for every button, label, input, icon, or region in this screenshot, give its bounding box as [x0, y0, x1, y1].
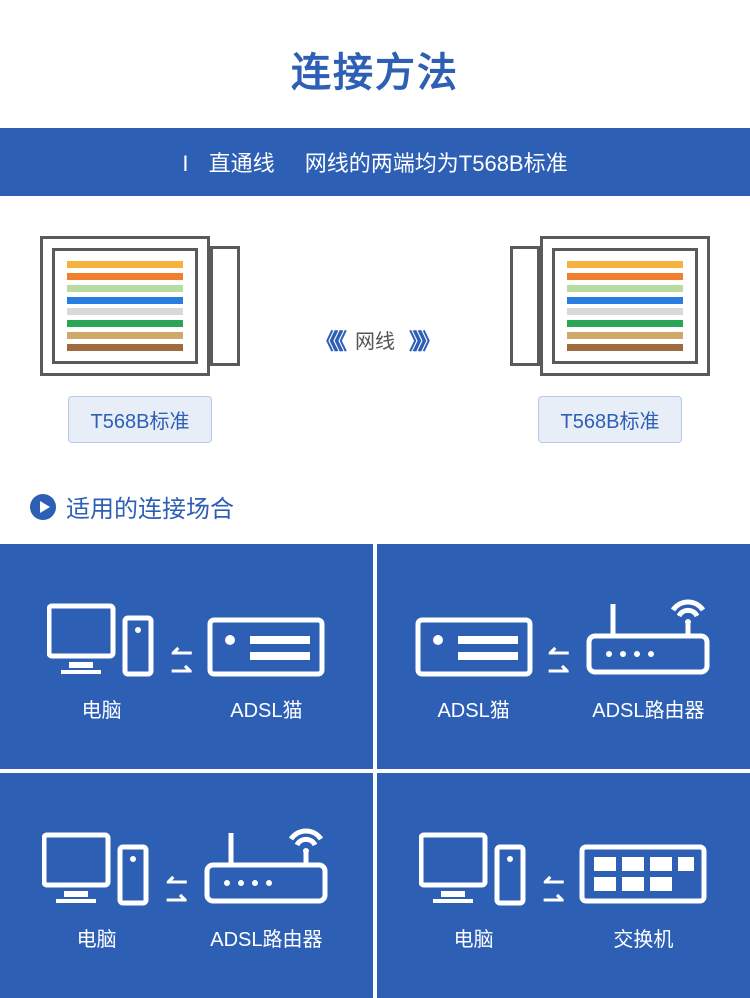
device-right: ADSL路由器: [201, 819, 331, 952]
scenes-grid: 电脑 ⇀⇀ ADSL猫 ADSL猫 ⇀⇀ ADSL路由器: [0, 544, 750, 998]
rj45-right-icon: [510, 236, 710, 376]
scene-0: 电脑 ⇀⇀ ADSL猫: [0, 544, 373, 769]
subtitle-bar: I 直通线 网线的两端均为T568B标准: [0, 128, 750, 196]
subtitle-label-1: 直通线: [209, 151, 275, 176]
rj45-left-icon: [40, 236, 240, 376]
device-left: 电脑: [419, 819, 529, 952]
device-label: ADSL猫: [230, 694, 302, 723]
device-left: 电脑: [42, 819, 152, 952]
standard-label-right: T568B标准: [538, 396, 683, 443]
pc-icon: [419, 819, 529, 909]
modem-icon: [414, 590, 534, 680]
connector-diagram: T568B标准 《《《 网线 》》》 T568B标准: [0, 196, 750, 461]
router-icon: [201, 819, 331, 909]
device-left: ADSL猫: [414, 590, 534, 723]
scene-3: 电脑 ⇀⇀ 交换机: [377, 773, 750, 998]
device-label: 电脑: [82, 694, 122, 723]
scene-1: ADSL猫 ⇀⇀ ADSL路由器: [377, 544, 750, 769]
swap-icon: ⇀⇀: [171, 643, 193, 679]
connector-right: T568B标准: [510, 236, 710, 443]
scene-2: 电脑 ⇀⇀ ADSL路由器: [0, 773, 373, 998]
subtitle-number: I: [182, 151, 188, 176]
pc-icon: [47, 590, 157, 680]
device-label: ADSL猫: [437, 694, 509, 723]
cable-middle: 《《《 网线 》》》: [240, 324, 510, 356]
page-title: 连接方法: [0, 0, 750, 128]
device-right: ADSL猫: [206, 590, 326, 723]
swap-icon: ⇀⇀: [166, 872, 188, 908]
device-label: 交换机: [613, 923, 673, 952]
section-heading: 适用的连接场合: [0, 461, 750, 544]
swap-icon: ⇀⇀: [548, 643, 570, 679]
switch-icon: [578, 819, 708, 909]
device-label: 电脑: [454, 923, 494, 952]
chevron-left-icon: 《《《: [315, 324, 341, 356]
device-right: ADSL路由器: [583, 590, 713, 723]
device-label: ADSL路由器: [210, 923, 322, 952]
subtitle-label-2: 网线的两端均为T568B标准: [305, 151, 568, 176]
device-left: 电脑: [47, 590, 157, 723]
chevron-right-icon: 》》》: [409, 324, 435, 356]
device-label: 电脑: [77, 923, 117, 952]
play-icon: [30, 494, 56, 520]
section-heading-text: 适用的连接场合: [66, 489, 234, 524]
modem-icon: [206, 590, 326, 680]
cable-label: 网线: [355, 325, 395, 354]
router-icon: [583, 590, 713, 680]
connector-left: T568B标准: [40, 236, 240, 443]
pc-icon: [42, 819, 152, 909]
device-right: 交换机: [578, 819, 708, 952]
swap-icon: ⇀⇀: [543, 872, 565, 908]
device-label: ADSL路由器: [592, 694, 704, 723]
standard-label-left: T568B标准: [68, 396, 213, 443]
